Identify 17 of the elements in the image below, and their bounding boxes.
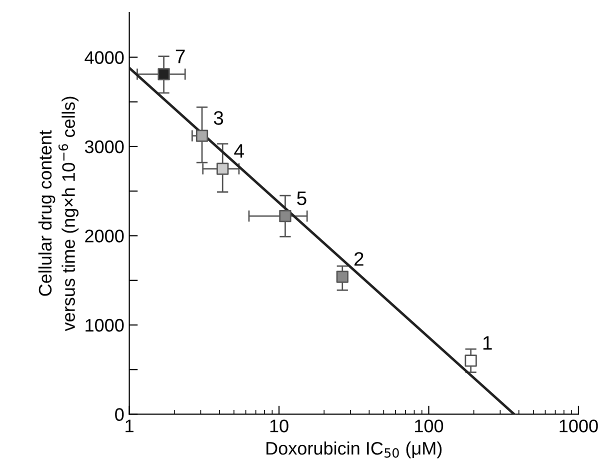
y-tick-label: 4000 <box>84 51 124 64</box>
x-tick-label: 1 <box>126 420 134 432</box>
x-tick-label: 100 <box>415 420 444 432</box>
y-axis-title: Cellular drug content versus time (ng×h 10$^{−6}$ cells) <box>38 96 79 332</box>
x-axis-title: Doxorubicin IC$_{50}$ (μM) <box>266 441 442 458</box>
x-tick-label: 10 <box>270 420 288 432</box>
annotation: 5 <box>297 192 306 206</box>
annotation: 3 <box>214 111 224 125</box>
annotation: 7 <box>176 50 185 64</box>
annotation: 1 <box>483 336 492 350</box>
y-tick-label: 1000 <box>86 318 124 332</box>
y-tick-label: 0 <box>115 408 124 421</box>
x-tick-label: 1000 <box>560 420 598 432</box>
y-tick-label: 2000 <box>85 230 124 242</box>
annotation: 2 <box>354 252 364 266</box>
annotation: 4 <box>234 144 244 158</box>
y-tick-label: 3000 <box>84 140 124 154</box>
